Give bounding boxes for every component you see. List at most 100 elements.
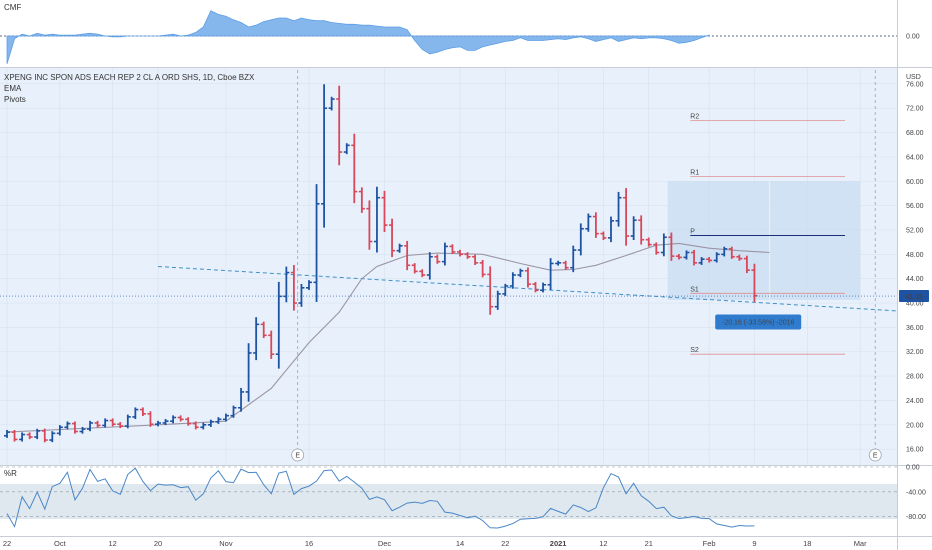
earnings-marker-label: E	[295, 453, 300, 460]
price-tick-label: 28.00	[906, 374, 924, 381]
ohlc-bar	[343, 143, 350, 155]
ohlc-bar	[185, 417, 192, 426]
ohlc-bar	[147, 411, 154, 427]
ohlc-bar	[630, 216, 637, 241]
ohlc-bar	[34, 428, 41, 440]
ohlc-bar	[555, 260, 562, 266]
date-tick-label: 12	[109, 539, 117, 548]
date-tick-label: 20	[154, 539, 162, 548]
price-tick-label: 24.00	[906, 398, 924, 405]
ohlc-bar	[464, 252, 471, 259]
ohlc-bar	[26, 432, 33, 440]
ohlc-bar	[117, 422, 124, 429]
price-tick-label: 52.00	[906, 227, 924, 234]
ohlc-bar	[87, 420, 94, 432]
date-tick-label: 22	[501, 539, 509, 548]
ohlc-bar	[132, 407, 139, 420]
ohlc-bar	[238, 387, 245, 412]
earnings-marker-label: E	[873, 453, 878, 460]
ohlc-bar	[668, 232, 675, 261]
date-tick-label: 14	[456, 539, 464, 548]
ohlc-bar	[426, 252, 433, 280]
ohlc-bar	[373, 186, 380, 253]
ema-label: EMA	[4, 84, 22, 93]
price-tick-label: 48.00	[906, 252, 924, 259]
ohlc-bar	[736, 254, 743, 261]
measure-label: -20.16 (-33.58%) -2016	[722, 320, 794, 327]
willr-tick-label: 0.00	[906, 465, 920, 472]
ohlc-bar	[638, 215, 645, 245]
ohlc-bar	[215, 417, 222, 424]
ohlc-bar	[509, 272, 516, 289]
date-tick-label: 18	[803, 539, 811, 548]
ohlc-bar	[381, 190, 388, 232]
ohlc-bar	[109, 418, 116, 427]
cmf-area	[6, 10, 710, 65]
ohlc-bar	[358, 187, 365, 213]
ohlc-bar	[298, 284, 305, 307]
date-tick-label: Feb	[703, 539, 716, 548]
ohlc-bar	[170, 415, 177, 424]
ohlc-bar	[653, 242, 660, 255]
measure-label-bg	[715, 314, 802, 330]
price-tick-label: 16.00	[906, 447, 924, 454]
ohlc-bar	[79, 426, 86, 434]
ohlc-bar	[351, 133, 358, 204]
date-tick-label: 9	[752, 539, 756, 548]
ohlc-bar	[608, 216, 614, 243]
ohlc-bar	[623, 188, 630, 246]
ohlc-bar	[11, 429, 18, 442]
last-price-value: 41.15	[905, 294, 923, 301]
ohlc-bar	[321, 84, 328, 228]
price-tick-label: 56.00	[906, 203, 924, 210]
ohlc-bar	[19, 432, 26, 442]
ohlc-bar	[139, 407, 146, 416]
ohlc-bar	[404, 240, 411, 271]
ohlc-bar	[479, 259, 486, 278]
ohlc-bar	[600, 231, 607, 241]
ohlc-bar	[570, 245, 577, 273]
date-tick-label: 12	[599, 539, 607, 548]
price-tick-label: 64.00	[906, 154, 924, 161]
earnings-marker	[291, 448, 305, 462]
ohlc-bar	[290, 264, 297, 311]
ohlc-bar	[336, 85, 343, 166]
ohlc-bar	[56, 425, 63, 436]
price-tick-label: 44.00	[906, 276, 924, 283]
ohlc-bar	[449, 244, 456, 255]
ohlc-bar	[547, 258, 554, 291]
ohlc-bar	[675, 254, 682, 260]
date-tick-label: Oct	[54, 539, 67, 548]
cmf-panel	[0, 10, 897, 65]
ohlc-bar	[751, 263, 758, 303]
date-tick-label: Mar	[854, 539, 867, 548]
ohlc-bar	[441, 242, 448, 266]
ohlc-bar	[434, 254, 441, 264]
ohlc-bar	[660, 233, 667, 257]
ohlc-bar	[162, 419, 169, 426]
axes: 76.00 72.00 68.00 64.00 60.00 56.00 52.00 48.00…	[3, 34, 929, 548]
ohlc-bar	[306, 280, 312, 290]
ohlc-bar	[4, 429, 10, 438]
measure-box	[667, 181, 861, 300]
ohlc-bar	[645, 237, 652, 247]
ohlc-bar	[253, 317, 260, 361]
ohlc-bar	[592, 212, 599, 238]
ohlc-bar	[155, 420, 161, 427]
pivot-label-r1: R1	[690, 169, 699, 176]
pivot-label-s1: S1	[690, 286, 699, 293]
ohlc-bar	[94, 420, 101, 428]
ohlc-bar	[502, 283, 509, 297]
ohlc-bar	[275, 281, 282, 369]
pivot-label-s2: S2	[690, 347, 699, 354]
pivot-label-p: P	[690, 228, 695, 235]
ohlc-bar	[230, 405, 237, 418]
ohlc-bar	[64, 421, 71, 430]
date-tick-label: 16	[305, 539, 313, 548]
price-tick-label: 72.00	[906, 106, 924, 113]
willr-panel	[0, 466, 897, 529]
ohlc-bar	[540, 282, 547, 293]
price-tick-label: 40.00	[906, 301, 924, 308]
willr-tick-label: -80.00	[906, 514, 926, 521]
